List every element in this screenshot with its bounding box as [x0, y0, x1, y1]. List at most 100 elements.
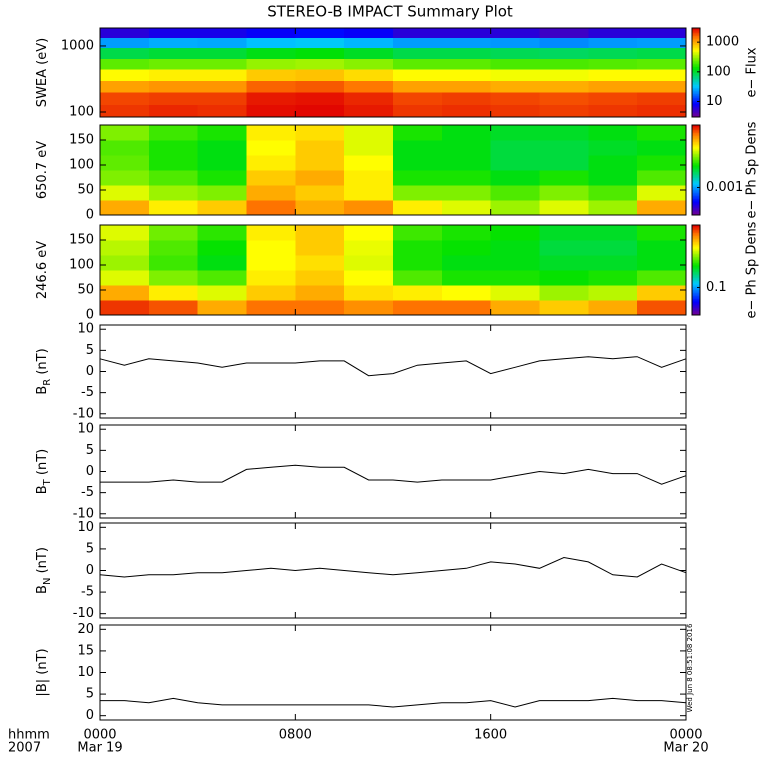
- colorbar-swatch: [692, 282, 700, 284]
- heatmap-cell: [539, 185, 589, 201]
- colorbar-swatch: [692, 262, 700, 265]
- heatmap-cell: [637, 200, 687, 216]
- heatmap-cell: [246, 300, 296, 316]
- heatmap-cell: [393, 58, 443, 70]
- heatmap-cell: [344, 92, 394, 105]
- heatmap-cell: [246, 285, 296, 301]
- colorbar-swatch: [692, 111, 700, 114]
- heatmap-cell: [441, 285, 492, 301]
- colorbar-swatch: [692, 174, 700, 177]
- colorbar-swatch: [692, 192, 700, 195]
- heatmap-cell: [344, 125, 394, 141]
- heatmap-cell: [197, 104, 247, 118]
- colorbar-swatch: [692, 301, 700, 304]
- y-tick-label: -10: [73, 506, 94, 521]
- colorbar-swatch: [692, 138, 700, 141]
- colorbar-swatch: [692, 140, 700, 142]
- heatmap-cell: [344, 47, 394, 59]
- heatmap-cell: [148, 300, 199, 316]
- colorbar-swatch: [692, 312, 700, 314]
- heatmap-cell: [393, 155, 443, 171]
- colorbar-swatch: [692, 270, 700, 272]
- heatmap-cell: [148, 270, 199, 286]
- heatmap-cell: [295, 300, 345, 316]
- heatmap-cell: [246, 170, 296, 186]
- heatmap-cell: [588, 140, 638, 156]
- heatmap-cell: [539, 255, 589, 271]
- heatmap-cell: [393, 80, 443, 93]
- y-axis-label-unit: (nT): [35, 348, 50, 374]
- heatmap-cell: [148, 255, 199, 271]
- y-axis-label-sub: N: [42, 578, 53, 585]
- heatmap-cell: [441, 125, 492, 141]
- heatmap-cell: [197, 200, 247, 216]
- heatmap-cell: [100, 300, 150, 316]
- colorbar-swatch: [692, 200, 700, 202]
- heatmap-cell: [246, 104, 296, 118]
- heatmap-cell: [100, 92, 150, 105]
- heatmap-cell: [295, 285, 345, 301]
- heatmap-cell: [637, 240, 687, 256]
- heatmap-cell: [100, 225, 150, 241]
- y-tick-label: 0: [86, 308, 94, 323]
- colorbar-swatch: [692, 300, 700, 302]
- heatmap-cell: [490, 270, 540, 286]
- heatmap-cell: [588, 104, 638, 118]
- colorbar-swatch: [692, 53, 700, 56]
- colorbar-swatch: [692, 36, 700, 39]
- heatmap-cell: [295, 255, 345, 271]
- heatmap-cell: [441, 68, 492, 81]
- heatmap-cell: [295, 200, 345, 216]
- heatmap-cell: [490, 125, 540, 141]
- colorbar-swatch: [692, 170, 700, 172]
- colorbar-tick-label: 10: [706, 94, 723, 109]
- heatmap-cell: [295, 270, 345, 286]
- heatmap-cell: [490, 58, 540, 70]
- heatmap-cell: [148, 240, 199, 256]
- y-tick-label: 150: [69, 233, 94, 248]
- heatmap-cell: [295, 58, 345, 70]
- colorbar-swatch: [692, 57, 700, 60]
- colorbar-swatch: [692, 146, 700, 148]
- heatmap-cell: [588, 240, 638, 256]
- y-axis-label-main: B: [35, 585, 50, 594]
- heatmap-cell: [588, 255, 638, 271]
- heatmap-cell: [393, 285, 443, 301]
- y-tick-label: 10: [77, 520, 94, 535]
- y-axis-label-main: B: [35, 386, 50, 395]
- colorbar-swatch: [692, 206, 700, 208]
- colorbar-swatch: [692, 264, 700, 266]
- heatmap-cell: [490, 285, 540, 301]
- colorbar-swatch: [692, 135, 700, 138]
- heatmap-cell: [441, 270, 492, 286]
- heatmap-cell: [393, 185, 443, 201]
- heatmap-cell: [148, 170, 199, 186]
- colorbar-swatch: [692, 180, 700, 183]
- colorbar-swatch: [692, 273, 700, 275]
- heatmap-cell: [197, 68, 247, 81]
- heatmap-cell: [295, 125, 345, 141]
- heatmap-cell: [344, 80, 394, 93]
- colorbar-swatch: [692, 44, 700, 47]
- colorbar-swatch: [692, 30, 700, 33]
- y-tick-label: -5: [81, 485, 94, 500]
- heatmap-cell: [539, 140, 589, 156]
- colorbar-swatch: [692, 72, 700, 75]
- colorbar-swatch: [692, 93, 700, 96]
- y-tick-label: 0: [86, 364, 94, 379]
- heatmap-cell: [588, 300, 638, 316]
- heatmap-cell: [490, 37, 540, 48]
- colorbar-swatch: [692, 82, 700, 85]
- heatmap-cell: [344, 155, 394, 171]
- heatmap-cell: [539, 155, 589, 171]
- heatmap-cell: [441, 28, 492, 38]
- heatmap-cell: [441, 240, 492, 256]
- colorbar-swatch: [692, 84, 700, 87]
- colorbar-swatch: [692, 85, 700, 88]
- colorbar-swatch: [692, 108, 700, 111]
- heatmap-cell: [637, 125, 687, 141]
- colorbar-swatch: [692, 162, 700, 165]
- heatmap-cell: [637, 80, 687, 93]
- colorbar-swatch: [692, 259, 700, 262]
- heatmap-cell: [344, 200, 394, 216]
